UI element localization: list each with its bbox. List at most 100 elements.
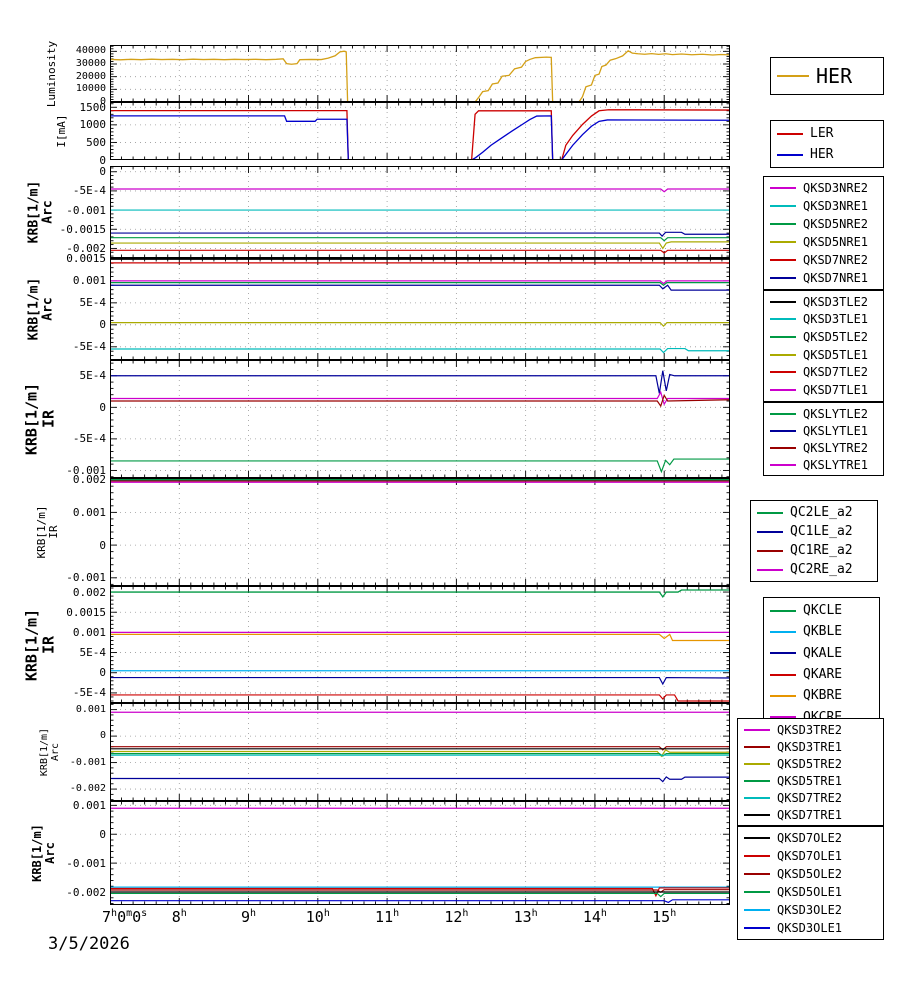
y-tick-label: -0.002 <box>66 241 106 255</box>
legend-line-swatch <box>744 837 770 839</box>
legend-item: QC1LE_a2 <box>757 525 871 538</box>
legend-label: QKBLE <box>803 624 843 640</box>
legend-item: QKSD5TRE1 <box>744 775 877 787</box>
y-axis-label-current: I[mA] <box>54 114 68 148</box>
panel-current <box>110 102 730 160</box>
legend-label: QC2RE_a2 <box>790 562 853 577</box>
y-tick-label: 0.0015 <box>66 605 106 619</box>
legend-label: QKSD3OLE2 <box>777 903 843 917</box>
x-tick-label: 9h <box>241 908 257 926</box>
legend-line-swatch <box>770 300 796 303</box>
y-tick-label: 0.0015 <box>66 252 106 266</box>
legend-label: QKSD3TLE2 <box>803 294 869 309</box>
legend-item: QKSD5NRE2 <box>770 218 877 230</box>
y-tick-label: 0.002 <box>72 473 106 487</box>
series-QKSD7NRE2 <box>110 249 730 254</box>
legend-item: QKCLE <box>770 604 873 617</box>
y-tick-label: -0.001 <box>66 463 106 477</box>
y-axis-label-ir-qc: KRB[1/m] IR <box>34 505 60 559</box>
legend-line-swatch <box>744 813 770 816</box>
y-tick-label: 0 <box>99 165 106 179</box>
y-tick-label: 30000 <box>75 58 106 69</box>
y-tick-label: 1500 <box>79 100 107 114</box>
legend-line-swatch <box>744 728 770 731</box>
series-QKSD7TLE1 <box>110 280 730 285</box>
x-tick-label: 15h <box>652 908 677 926</box>
panel-arc-ole <box>110 801 730 905</box>
legend-arc-tle: QKSD3TLE2 QKSD3TLE1 QKSD5TLE2 QKSD5TLE1 QKSD… <box>763 290 884 402</box>
legend-label: QKSLYTRE2 <box>803 440 869 455</box>
y-tick-label: -5E-4 <box>72 340 106 354</box>
legend-label: QKSD5NRE2 <box>803 217 869 231</box>
y-axis-label-ir-sly: KRB[1/m] IR <box>22 382 58 456</box>
legend-label: QKCLE <box>803 603 843 619</box>
legend-label: QKSLYTRE1 <box>803 457 869 472</box>
series-QKSD5TRE1 <box>110 752 730 757</box>
legend-arc-ole: QKSD7OLE2 QKSD7OLE1 QKSD5OLE2 QKSD5OLE1 QKSD… <box>737 826 884 940</box>
series-QKSD3OLE1 <box>110 899 730 904</box>
y-tick-label: 500 <box>86 135 106 149</box>
legend-label: QKSD5NRE1 <box>803 235 869 249</box>
legend-label: QKSD5TLE1 <box>803 347 869 362</box>
series-QKCLE <box>110 589 730 599</box>
legend-line-swatch <box>744 855 770 857</box>
series-HER <box>110 115 730 160</box>
legend-ir-sly: QKSLYTLE2 QKSLYTLE1 QKSLYTRE2 QKSLYTRE1 <box>763 402 884 476</box>
y-axis-label-arc-nre: KRB[1/m] Arc <box>26 180 56 244</box>
legend-label: QKSD7OLE2 <box>777 831 843 845</box>
legend-line-swatch <box>744 891 770 893</box>
legend-label: QKSD3NRE1 <box>803 199 869 213</box>
legend-line-swatch <box>770 371 796 374</box>
legend-item: QKARE <box>770 668 873 681</box>
series-QKSD5OLE1 <box>110 892 730 898</box>
date-label: 3/5/2026 <box>48 934 130 954</box>
legend-label: QKSD7NRE1 <box>803 271 869 285</box>
legend-line-swatch <box>770 277 796 279</box>
legend-line-swatch <box>757 530 783 533</box>
series-QKSD5NRE1 <box>110 241 730 250</box>
y-tick-label: 5E-4 <box>79 646 107 660</box>
y-axis-label-arc-tre: KRB[1/m] Arc <box>39 727 61 777</box>
legend-label: QKSLYTLE1 <box>803 423 869 438</box>
legend-item: LER <box>777 127 877 140</box>
series-QKSD7OLE1 <box>110 887 730 898</box>
legend-label: QC1RE_a2 <box>790 543 853 558</box>
legend-label: QKARE <box>803 667 843 683</box>
y-tick-label: -5E-4 <box>72 184 106 198</box>
y-tick-label: 0 <box>99 538 106 552</box>
legend-item: QKSD3TRE2 <box>744 724 877 736</box>
legend-item: QKALE <box>770 647 873 660</box>
legend-line-swatch <box>744 796 770 799</box>
legend-ir-qc: QC2LE_a2 QC1LE_a2 QC1RE_a2 QC2RE_a2 <box>750 500 878 582</box>
y-tick-label: 0.001 <box>72 505 106 519</box>
legend-label: QKSD3OLE1 <box>777 921 843 935</box>
legend-item: QC2RE_a2 <box>757 563 871 576</box>
series-unlabeled <box>110 284 730 291</box>
x-tick-label: 12h <box>444 908 469 926</box>
legend-line-swatch <box>744 779 770 782</box>
legend-line-swatch <box>770 412 796 415</box>
y-axis-label-arc-ole: KRB[1/m] Arc <box>29 824 57 882</box>
legend-label: HER <box>816 64 853 88</box>
legend-line-swatch <box>770 673 796 676</box>
panel-arc-tre <box>110 703 730 801</box>
panel-ir-sly <box>110 360 730 478</box>
y-tick-label: 0.001 <box>75 703 106 715</box>
y-axis-label-luminosity: Luminosity <box>44 40 58 107</box>
panel-ir-qc <box>110 478 730 586</box>
y-tick-label: -0.001 <box>69 756 106 768</box>
legend-item: QC2LE_a2 <box>757 506 871 519</box>
series-QKSD3TRE1 <box>110 746 730 751</box>
legend-line-swatch <box>770 223 796 225</box>
series-QKSD5NRE2 <box>110 237 730 242</box>
legend-label: QKSD7TLE1 <box>803 383 869 398</box>
legend-item: QKSLYTLE1 <box>770 425 877 437</box>
y-tick-label: 20000 <box>75 70 106 82</box>
legend-line-swatch <box>770 336 796 339</box>
legend-label: QKSD3TLE1 <box>803 312 869 327</box>
y-tick-label: 0.001 <box>72 274 106 288</box>
legend-line-swatch <box>770 353 796 356</box>
y-tick-label: 0.002 <box>72 585 106 599</box>
y-tick-label: -0.001 <box>66 571 106 585</box>
legend-arc-nre: QKSD3NRE2 QKSD3NRE1 QKSD5NRE2 QKSD5NRE1 QKSD… <box>763 176 884 290</box>
